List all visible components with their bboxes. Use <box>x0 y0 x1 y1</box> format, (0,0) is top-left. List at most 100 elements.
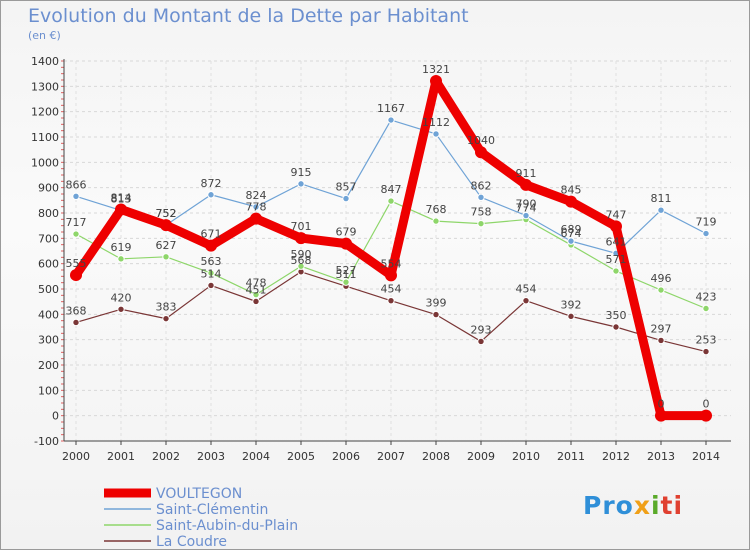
data-label: 423 <box>696 291 717 304</box>
legend-label: VOULTEGON <box>156 486 242 502</box>
data-label: 689 <box>561 223 582 236</box>
data-point <box>297 262 305 270</box>
data-label: 719 <box>696 216 717 229</box>
data-label: 496 <box>651 272 672 285</box>
x-tick-label: 2012 <box>602 450 630 463</box>
data-label: 555 <box>66 257 87 270</box>
proxiti-logo: Proxiti <box>583 491 683 520</box>
y-tick-label: 1400 <box>31 55 59 68</box>
data-point <box>72 192 80 200</box>
data-label: 0 <box>658 398 665 411</box>
data-label: 679 <box>336 226 357 239</box>
data-label: 911 <box>516 167 537 180</box>
legend-label: La Coudre <box>156 534 227 549</box>
x-tick-label: 2004 <box>242 450 270 463</box>
y-tick-label: 400 <box>38 308 59 321</box>
data-point <box>250 212 262 225</box>
x-tick-label: 2010 <box>512 450 540 463</box>
data-label: 790 <box>516 198 537 211</box>
data-label: 571 <box>606 253 627 266</box>
data-point <box>657 336 665 345</box>
x-tick-label: 2003 <box>197 450 225 463</box>
chart-subtitle: (en €) <box>28 29 61 42</box>
data-point <box>252 290 260 299</box>
data-label: 824 <box>246 189 267 202</box>
y-tick-label: 600 <box>38 258 59 271</box>
y-tick-label: 0 <box>52 410 59 423</box>
logo-part: Pro <box>583 491 634 520</box>
data-label: 451 <box>246 283 267 296</box>
data-point <box>657 286 665 294</box>
logo-part: i <box>650 491 661 520</box>
data-point <box>567 312 575 321</box>
data-label: 814 <box>111 191 132 204</box>
data-label: 752 <box>156 207 177 220</box>
data-label: 511 <box>336 268 357 281</box>
data-point <box>117 305 125 313</box>
y-tick-label: 200 <box>38 359 59 372</box>
data-point <box>477 219 485 228</box>
data-label: 811 <box>651 192 672 205</box>
data-point <box>477 337 485 346</box>
data-label: 641 <box>606 235 627 248</box>
data-point <box>295 232 307 245</box>
data-point <box>207 269 215 277</box>
y-tick-label: 300 <box>38 334 59 347</box>
x-tick-label: 2011 <box>557 450 585 463</box>
x-tick-label: 2006 <box>332 450 360 463</box>
data-point <box>72 230 80 238</box>
data-label: 627 <box>156 239 177 252</box>
data-label: 293 <box>471 323 492 336</box>
data-point <box>432 217 440 225</box>
data-label: 350 <box>606 309 627 322</box>
data-point <box>115 203 127 216</box>
data-label: 862 <box>471 179 492 192</box>
data-point <box>522 296 530 305</box>
y-tick-label: 1100 <box>31 131 59 144</box>
data-point <box>117 255 125 263</box>
y-tick-label: 1000 <box>31 156 59 169</box>
data-point <box>342 278 350 286</box>
x-tick-label: 2002 <box>152 450 180 463</box>
data-point <box>430 75 442 88</box>
x-tick-label: 2005 <box>287 450 315 463</box>
data-label: 563 <box>201 255 222 268</box>
data-point <box>70 269 82 282</box>
data-label: 590 <box>291 248 312 261</box>
data-label: 514 <box>201 267 222 280</box>
data-point <box>655 409 667 422</box>
x-tick-label: 2013 <box>647 450 675 463</box>
data-label: 915 <box>291 166 312 179</box>
data-label: 619 <box>111 241 132 254</box>
x-tick-label: 2008 <box>422 450 450 463</box>
data-point <box>432 310 440 319</box>
data-label: 0 <box>703 398 710 411</box>
data-label: 527 <box>336 264 357 277</box>
data-label: 857 <box>336 181 357 194</box>
data-label: 454 <box>381 283 402 296</box>
logo-part: x <box>633 491 651 520</box>
x-tick-label: 2001 <box>107 450 135 463</box>
data-point <box>567 237 575 245</box>
x-tick-label: 2000 <box>62 450 90 463</box>
data-point <box>162 314 170 323</box>
logo-part: ti <box>660 491 684 520</box>
data-label: 674 <box>561 227 582 240</box>
data-point <box>522 211 530 220</box>
y-tick-label: 500 <box>38 283 59 296</box>
data-point <box>72 318 80 327</box>
data-label: 768 <box>426 203 447 216</box>
data-point <box>342 194 350 203</box>
data-point <box>520 178 532 191</box>
data-point <box>475 146 487 159</box>
data-label: 297 <box>651 322 672 335</box>
data-label: 701 <box>291 220 312 233</box>
x-tick-label: 2009 <box>467 450 495 463</box>
data-label: 568 <box>291 254 312 267</box>
y-tick-label: 800 <box>38 207 59 220</box>
data-label: 253 <box>696 334 717 347</box>
data-point <box>385 269 397 282</box>
data-point <box>477 193 485 201</box>
data-label: 399 <box>426 297 447 310</box>
data-point <box>252 297 260 306</box>
